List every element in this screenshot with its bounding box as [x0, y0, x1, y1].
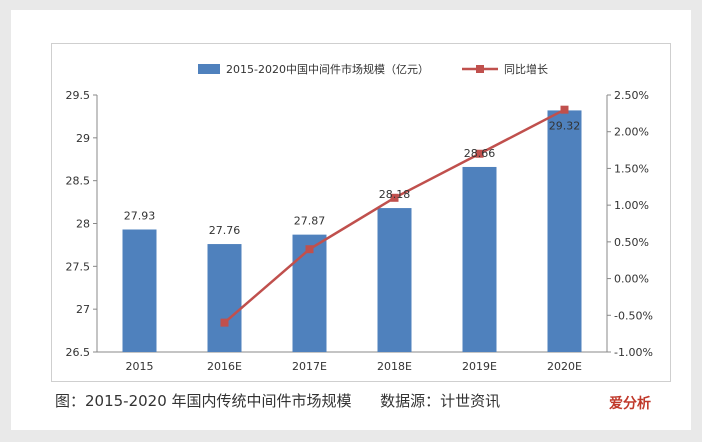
y-tick-label: 28 — [76, 218, 90, 231]
growth-point — [305, 245, 314, 254]
bar — [122, 229, 157, 352]
chart-area: 26.5 27 27.5 28 28.5 29 29.5 -1.00% -0.50% 0.00% 0… — [51, 43, 671, 382]
y-tick-label: 26.5 — [66, 346, 91, 359]
y2-tick-label: -1.00% — [614, 346, 653, 359]
x-tick-label: 2020E — [547, 360, 582, 373]
legend-line-marker — [476, 65, 484, 73]
growth-point — [560, 105, 569, 114]
growth-point — [390, 193, 399, 202]
y2-tick-label: 0.00% — [614, 273, 649, 286]
y-tick-label: 27 — [76, 303, 90, 316]
x-tick-label: 2015 — [126, 360, 154, 373]
y-tick-label: 29.5 — [66, 89, 91, 102]
growth-point — [475, 149, 484, 158]
bar — [377, 208, 412, 352]
bar-data-label: 27.76 — [209, 224, 241, 237]
bar-data-label: 29.32 — [549, 119, 581, 132]
bar-data-label: 28.18 — [379, 188, 411, 201]
y2-tick-label: 1.00% — [614, 199, 649, 212]
y2-tick-label: 2.50% — [614, 89, 649, 102]
y2-tick-label: 0.50% — [614, 236, 649, 249]
y2-tick-label: 2.00% — [614, 126, 649, 139]
watermark-logo: 爱分析 — [609, 396, 651, 412]
growth-point — [220, 318, 229, 327]
bar-data-label: 28.66 — [464, 147, 496, 160]
bar-data-label: 27.93 — [124, 209, 156, 222]
x-tick-label: 2017E — [292, 360, 327, 373]
bar — [462, 166, 497, 352]
bar-data-label: 27.87 — [294, 215, 326, 228]
y-tick-label: 29 — [76, 132, 90, 145]
market-size-chart: 26.5 27 27.5 28 28.5 29 29.5 -1.00% -0.50% 0.00% 0… — [66, 62, 653, 373]
x-tick-label: 2016E — [207, 360, 242, 373]
x-tick-label: 2018E — [377, 360, 412, 373]
legend-bar-swatch — [198, 64, 220, 74]
legend-bar-label: 2015-2020中国中间件市场规模（亿元） — [226, 62, 429, 76]
figure-frame: 26.5 27 27.5 28 28.5 29 29.5 -1.00% -0.50% 0.00% 0… — [11, 10, 691, 430]
legend-line-label: 同比增长 — [504, 62, 548, 76]
y-tick-label: 27.5 — [66, 260, 91, 273]
bar — [292, 234, 327, 352]
y2-tick-label: 1.50% — [614, 162, 649, 175]
bar — [207, 244, 242, 352]
figure-caption: 图：2015-2020 年国内传统中间件市场规模 数据源：计世资讯 — [55, 392, 501, 410]
bar — [547, 110, 582, 352]
x-tick-label: 2019E — [462, 360, 497, 373]
y-tick-label: 28.5 — [66, 175, 91, 188]
y2-tick-label: -0.50% — [614, 309, 653, 322]
